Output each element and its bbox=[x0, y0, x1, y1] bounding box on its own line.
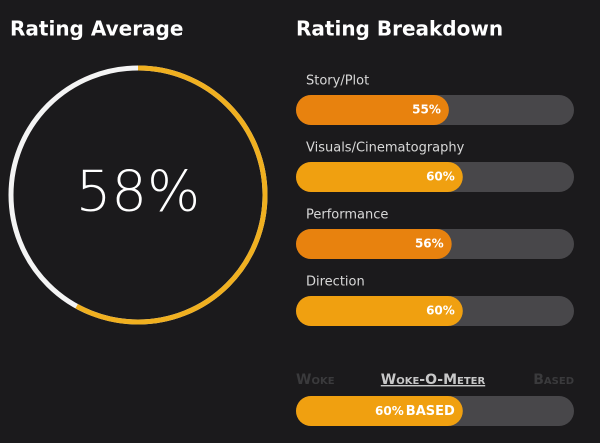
bar-value: 56% bbox=[415, 237, 444, 251]
meter-right: Based bbox=[533, 372, 574, 388]
average-value: 58% bbox=[76, 159, 200, 224]
bar-fill bbox=[296, 296, 463, 326]
bar-fill bbox=[296, 396, 463, 426]
average-title: Rating Average bbox=[10, 17, 183, 41]
bar-value: 55% bbox=[412, 103, 441, 117]
bar-label: Performance bbox=[306, 208, 388, 223]
bar-value: 60% bbox=[426, 304, 455, 318]
bar-fill bbox=[296, 229, 452, 259]
meter-value: 60% BASED bbox=[375, 404, 455, 419]
bar-fill bbox=[296, 95, 449, 125]
ring-arc bbox=[8, 65, 268, 325]
bar-label: Visuals/Cinematography bbox=[306, 141, 465, 156]
meter-verdict: BASED bbox=[406, 404, 455, 419]
bar-value: 60% bbox=[426, 170, 455, 184]
bar-label: Direction bbox=[306, 275, 365, 290]
breakdown-title: Rating Breakdown bbox=[296, 17, 503, 41]
meter-left: Woke bbox=[296, 372, 335, 388]
meter-title: Woke-O-Meter bbox=[381, 372, 486, 388]
bar-fill bbox=[296, 162, 463, 192]
meter-percent: 60% bbox=[375, 404, 404, 418]
bar-label: Story/Plot bbox=[306, 74, 369, 89]
